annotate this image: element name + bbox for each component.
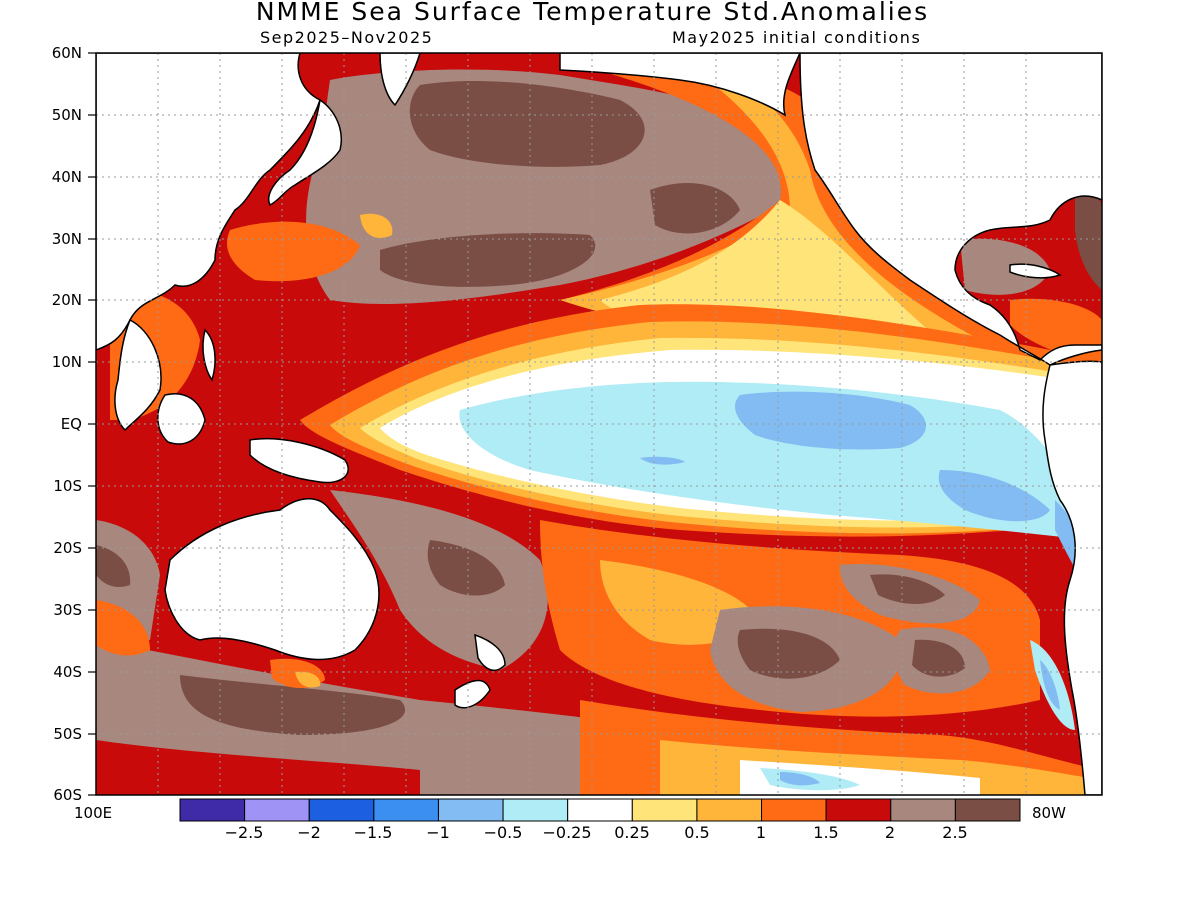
lat-label-20s: 20S: [53, 539, 82, 557]
field-eq-cool-05-c: [640, 456, 685, 465]
land-japan: [268, 98, 342, 207]
field-sfar-cool-dark: [780, 772, 820, 786]
field-atlantic-brown: [1075, 193, 1102, 290]
colorbar-swatch: [954, 798, 1021, 822]
lat-ticks: [88, 52, 96, 796]
colorbar-swatch: [567, 798, 633, 822]
colorbar-label: −2.5: [224, 823, 264, 842]
land-indochina: [114, 318, 162, 432]
field-se-pac-brown-2-dark: [870, 574, 945, 605]
lat-label-10s: 10S: [53, 477, 82, 495]
field-eq-cool-05-a: [735, 391, 927, 450]
colorbar-swatch: [890, 798, 956, 822]
colorbar-label: −1: [426, 823, 450, 842]
colorbar-swatch: [179, 798, 246, 822]
map-title: NMME Sea Surface Temperature Std.Anomali…: [255, 0, 930, 26]
lon-label-east: 80W: [1032, 804, 1066, 822]
colorbar: [179, 798, 1021, 822]
field-so-yellow-patch: [295, 671, 321, 688]
colorbar-swatch: [761, 798, 827, 822]
land-nz-north: [474, 633, 506, 672]
colorbar-label: 1.5: [813, 823, 839, 842]
field-se-pac-brown-dark: [737, 628, 840, 679]
land-philippines: [202, 328, 216, 382]
lat-label-10n: 10N: [51, 353, 82, 371]
lat-label-60s: 60S: [53, 786, 82, 804]
field-eq-cool-025: [459, 381, 1090, 540]
colorbar-label: −0.25: [542, 823, 592, 842]
colorbar-swatch: [437, 798, 504, 822]
anomaly-field: [96, 53, 1102, 795]
colorbar-label: 0.25: [614, 823, 650, 842]
colorbar-label: −0.5: [483, 823, 523, 842]
colorbar-label: 0.5: [684, 823, 710, 842]
field-nwpac-yellow: [360, 213, 393, 238]
colorbar-label: 2: [884, 823, 896, 842]
field-eq-cool-05-b: [938, 470, 1050, 522]
land-kamchatka: [379, 53, 421, 107]
colorbar-label: −1.5: [353, 823, 393, 842]
colorbar-label: 1: [755, 823, 767, 842]
colorbar-swatch: [373, 798, 439, 822]
lat-label-30s: 30S: [53, 601, 82, 619]
lat-label-40s: 40S: [53, 663, 82, 681]
initial-conditions: May2025 initial conditions: [672, 28, 922, 47]
colorbar-swatch: [308, 798, 375, 822]
field-se-pac-brown-3-dark: [912, 639, 965, 677]
field-indian-brown-dark: [96, 545, 131, 587]
field-npac-gt25-c: [650, 182, 740, 234]
field-gom-brown: [960, 238, 1050, 295]
lat-label-40n: 40N: [51, 168, 82, 186]
colorbar-swatch: [825, 798, 892, 822]
colorbar-swatch: [696, 798, 763, 822]
land-newguinea: [249, 437, 349, 484]
lat-label-eq: EQ: [60, 415, 82, 433]
field-npac-gt25-b: [380, 233, 596, 287]
lat-label-60n: 60N: [51, 44, 82, 62]
land-cuba: [1009, 263, 1062, 279]
field-so-brown-dark: [180, 675, 406, 735]
graticule: [96, 53, 1102, 795]
forecast-period: Sep2025–Nov2025: [260, 28, 434, 47]
colorbar-swatch: [631, 798, 698, 822]
lon-label-west: 100E: [74, 804, 113, 822]
lat-label-50n: 50N: [51, 106, 82, 124]
land-australia: [164, 498, 380, 661]
colorbar-label: 2.5: [942, 823, 968, 842]
colorbar-swatch: [244, 798, 310, 822]
land-southamerica: [1042, 360, 1102, 795]
colorbar-swatch: [502, 798, 569, 822]
field-indian-orange: [96, 600, 150, 656]
colorbar-label: −2: [297, 823, 321, 842]
field-so-red-band: [96, 740, 420, 795]
lat-label-30n: 30N: [51, 230, 82, 248]
field-nwpac-orange: [227, 221, 360, 282]
lat-label-20n: 20N: [51, 291, 82, 309]
lat-label-50s: 50S: [53, 725, 82, 743]
land-alaska: [559, 53, 801, 117]
field-spac-brown-dark: [427, 540, 505, 596]
land-nz-south: [454, 679, 491, 709]
